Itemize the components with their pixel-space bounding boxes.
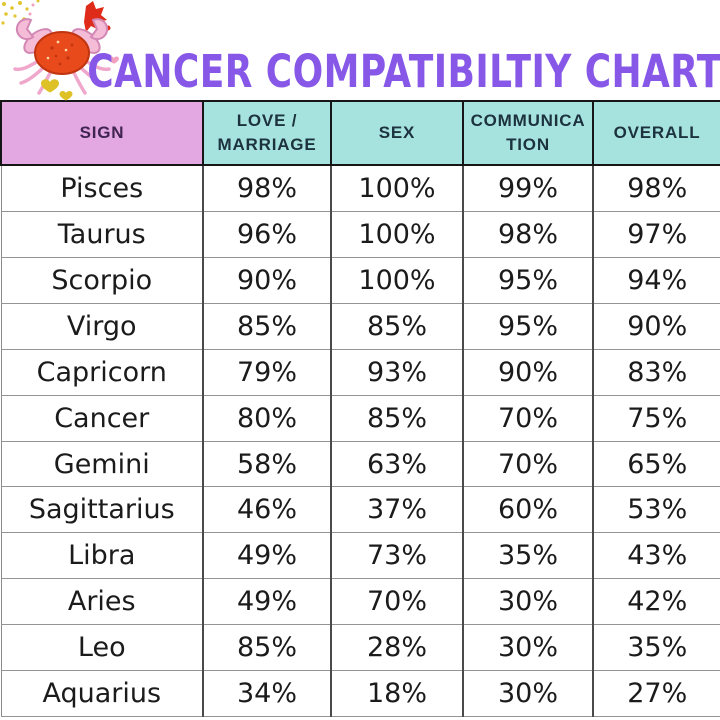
title-container: CANCER COMPATIBILTIY CHART bbox=[87, 0, 720, 100]
love-marriage-value: 80% bbox=[202, 394, 332, 442]
table-row: Gemini 58% 63% 70% 65% bbox=[0, 440, 720, 488]
overall-value: 27% bbox=[592, 670, 720, 717]
table-header-row: SIGN LOVE / MARRIAGE SEX COMMUNICA TION … bbox=[0, 100, 720, 166]
overall-value: 97% bbox=[592, 211, 720, 258]
table-row: Virgo 85% 85% 95% 90% bbox=[0, 302, 720, 350]
sex-value: 70% bbox=[330, 578, 464, 626]
column-header-sign: SIGN bbox=[0, 100, 204, 166]
sex-value: 18% bbox=[330, 670, 464, 717]
table-row: Capricorn 79% 93% 90% 83% bbox=[0, 348, 720, 396]
column-header-sex: SEX bbox=[330, 100, 464, 166]
table-row: Scorpio 90% 100% 95% 94% bbox=[0, 257, 720, 304]
sex-value: 63% bbox=[330, 440, 464, 488]
sex-value: 93% bbox=[330, 348, 464, 396]
overall-value: 43% bbox=[592, 532, 720, 580]
page-title: CANCER COMPATIBILTIY CHART bbox=[87, 45, 720, 98]
communication-value: 30% bbox=[462, 670, 594, 717]
overall-value: 65% bbox=[592, 440, 720, 488]
crab-claws bbox=[15, 18, 109, 54]
column-header-communication: COMMUNICA TION bbox=[462, 100, 594, 166]
sign-name: Gemini bbox=[0, 440, 204, 488]
communication-value: 60% bbox=[462, 486, 594, 534]
sex-value: 85% bbox=[330, 302, 464, 350]
love-marriage-value: 49% bbox=[202, 532, 332, 580]
communication-value: 95% bbox=[462, 302, 594, 350]
overall-value: 94% bbox=[592, 257, 720, 304]
love-marriage-value: 58% bbox=[202, 440, 332, 488]
sex-value: 100% bbox=[330, 164, 464, 213]
love-marriage-value: 46% bbox=[202, 486, 332, 534]
table-row: Leo 85% 28% 30% 35% bbox=[0, 624, 720, 672]
love-marriage-value: 49% bbox=[202, 578, 332, 626]
heart-icons bbox=[41, 79, 73, 101]
sex-value: 37% bbox=[330, 486, 464, 534]
communication-value: 90% bbox=[462, 348, 594, 396]
header-banner: CANCER COMPATIBILTIY CHART bbox=[0, 0, 720, 101]
table-row: Aquarius 34% 18% 30% 27% bbox=[0, 670, 720, 717]
sign-name: Aries bbox=[0, 578, 204, 626]
sign-name: Capricorn bbox=[0, 348, 204, 396]
overall-value: 42% bbox=[592, 578, 720, 626]
overall-value: 35% bbox=[592, 624, 720, 672]
sign-name: Leo bbox=[0, 624, 204, 672]
sign-name: Sagittarius bbox=[0, 486, 204, 534]
sign-name: Taurus bbox=[0, 211, 204, 258]
overall-value: 90% bbox=[592, 302, 720, 350]
communication-value: 95% bbox=[462, 257, 594, 304]
column-header-overall: OVERALL bbox=[592, 100, 720, 166]
communication-value: 30% bbox=[462, 578, 594, 626]
love-marriage-value: 96% bbox=[202, 211, 332, 258]
table-row: Aries 49% 70% 30% 42% bbox=[0, 578, 720, 626]
communication-value: 98% bbox=[462, 211, 594, 258]
overall-value: 83% bbox=[592, 348, 720, 396]
love-marriage-value: 90% bbox=[202, 257, 332, 304]
sex-value: 73% bbox=[330, 532, 464, 580]
overall-value: 75% bbox=[592, 394, 720, 442]
sex-value: 100% bbox=[330, 211, 464, 258]
sign-name: Aquarius bbox=[0, 670, 204, 717]
pink-heart-icon bbox=[109, 56, 119, 64]
overall-value: 98% bbox=[592, 164, 720, 213]
love-marriage-value: 85% bbox=[202, 302, 332, 350]
compatibility-table: SIGN LOVE / MARRIAGE SEX COMMUNICA TION … bbox=[0, 100, 720, 717]
sex-value: 28% bbox=[330, 624, 464, 672]
sex-value: 100% bbox=[330, 257, 464, 304]
table-row: Pisces 98% 100% 99% 98% bbox=[0, 164, 720, 213]
sign-name: Cancer bbox=[0, 394, 204, 442]
sign-name: Libra bbox=[0, 532, 204, 580]
love-marriage-value: 79% bbox=[202, 348, 332, 396]
overall-value: 53% bbox=[592, 486, 720, 534]
sign-name: Pisces bbox=[0, 164, 204, 213]
love-marriage-value: 98% bbox=[202, 164, 332, 213]
communication-value: 70% bbox=[462, 394, 594, 442]
sign-name: Virgo bbox=[0, 302, 204, 350]
cancer-crab-icon bbox=[1, 0, 119, 101]
communication-value: 70% bbox=[462, 440, 594, 488]
sex-value: 85% bbox=[330, 394, 464, 442]
love-marriage-value: 85% bbox=[202, 624, 332, 672]
crab-body bbox=[34, 31, 90, 75]
communication-value: 30% bbox=[462, 624, 594, 672]
communication-value: 99% bbox=[462, 164, 594, 213]
love-marriage-value: 34% bbox=[202, 670, 332, 717]
column-header-love-marriage: LOVE / MARRIAGE bbox=[202, 100, 332, 166]
table-row: Taurus 96% 100% 98% 97% bbox=[0, 211, 720, 258]
table-row: Cancer 80% 85% 70% 75% bbox=[0, 394, 720, 442]
sign-name: Scorpio bbox=[0, 257, 204, 304]
table-row: Sagittarius 46% 37% 60% 53% bbox=[0, 486, 720, 534]
communication-value: 35% bbox=[462, 532, 594, 580]
table-row: Libra 49% 73% 35% 43% bbox=[0, 532, 720, 580]
